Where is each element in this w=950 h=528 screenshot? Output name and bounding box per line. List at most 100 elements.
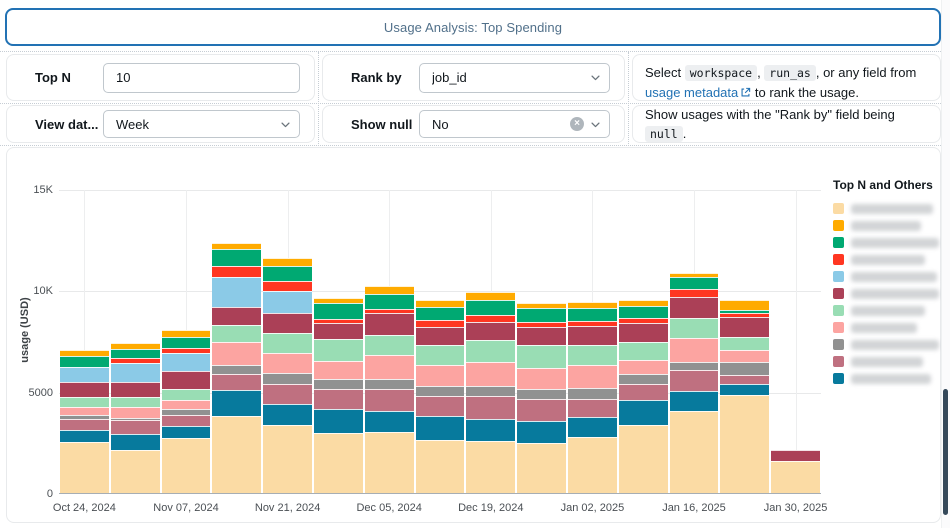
bar-segment[interactable]	[364, 286, 414, 295]
bar-segment[interactable]	[161, 371, 211, 389]
bar-segment[interactable]	[110, 363, 160, 382]
bar-segment[interactable]	[110, 349, 160, 359]
bar-segment[interactable]	[212, 277, 262, 307]
stacked-bar[interactable]	[415, 190, 466, 493]
stacked-bar[interactable]	[770, 190, 821, 493]
bar-segment[interactable]	[567, 345, 617, 366]
legend-item[interactable]	[833, 370, 939, 387]
bar-segment[interactable]	[466, 321, 516, 341]
bar-segment[interactable]	[60, 442, 109, 493]
bar-segment[interactable]	[212, 342, 262, 366]
bar-segment[interactable]	[567, 307, 617, 321]
stacked-bar[interactable]	[364, 190, 415, 493]
bar-segment[interactable]	[466, 340, 516, 363]
bar-segment[interactable]	[110, 396, 160, 407]
bar-segment[interactable]	[720, 394, 770, 493]
stacked-bar[interactable]	[59, 190, 110, 493]
bar-segment[interactable]	[263, 424, 312, 493]
clear-icon[interactable]: ×	[570, 117, 584, 131]
bar-segment[interactable]	[110, 343, 160, 350]
bar-segment[interactable]	[771, 450, 820, 461]
bar-segment[interactable]	[618, 383, 668, 400]
bar-segment[interactable]	[161, 353, 211, 372]
bar-segment[interactable]	[212, 365, 262, 375]
bar-segment[interactable]	[517, 421, 566, 444]
bar-segment[interactable]	[364, 432, 414, 493]
bar-segment[interactable]	[263, 333, 312, 353]
bar-segment[interactable]	[60, 366, 109, 382]
bar-segment[interactable]	[364, 294, 414, 309]
stacked-bar[interactable]	[110, 190, 161, 493]
bar-segment[interactable]	[618, 305, 668, 318]
stacked-bar[interactable]	[211, 190, 262, 493]
bar-segment[interactable]	[618, 322, 668, 343]
bar-segment[interactable]	[618, 360, 668, 375]
bar-segment[interactable]	[669, 318, 719, 339]
bar-segment[interactable]	[313, 361, 363, 379]
bar-segment[interactable]	[110, 358, 160, 364]
bar-segment[interactable]	[669, 391, 719, 412]
bar-segment[interactable]	[60, 355, 109, 367]
bar-segment[interactable]	[669, 276, 719, 289]
bar-segment[interactable]	[618, 342, 668, 361]
bar-segment[interactable]	[313, 408, 363, 434]
bar-segment[interactable]	[212, 416, 262, 493]
bar-segment[interactable]	[669, 272, 719, 277]
bar-segment[interactable]	[517, 398, 566, 422]
dashboard-title-card[interactable]: Usage Analysis: Top Spending	[5, 8, 941, 46]
bar-segment[interactable]	[415, 345, 465, 366]
bar-segment[interactable]	[110, 450, 160, 493]
stacked-bar[interactable]	[262, 190, 313, 493]
bar-segment[interactable]	[466, 299, 516, 315]
bar-segment[interactable]	[415, 326, 465, 346]
bar-segment[interactable]	[567, 320, 617, 326]
bar-segment[interactable]	[161, 348, 211, 354]
stacked-bar[interactable]	[161, 190, 212, 493]
bar-segment[interactable]	[60, 430, 109, 443]
bar-segment[interactable]	[313, 302, 363, 319]
usage-link[interactable]: usage	[645, 85, 681, 100]
bar-segment[interactable]	[110, 418, 160, 421]
rank-by-select[interactable]: job_id	[419, 62, 610, 93]
bar-segment[interactable]	[669, 361, 719, 370]
bar-segment[interactable]	[618, 399, 668, 426]
bar-segment[interactable]	[567, 301, 617, 308]
bar-segment[interactable]	[263, 352, 312, 373]
bar-segment[interactable]	[720, 312, 770, 317]
bar-segment[interactable]	[720, 350, 770, 363]
bar-segment[interactable]	[567, 437, 617, 493]
bar-segment[interactable]	[313, 339, 363, 362]
bar-segment[interactable]	[415, 395, 465, 416]
bar-segment[interactable]	[466, 362, 516, 386]
bar-segment[interactable]	[618, 299, 668, 306]
bar-segment[interactable]	[618, 317, 668, 323]
bar-segment[interactable]	[364, 410, 414, 433]
bar-segment[interactable]	[110, 420, 160, 435]
bar-segment[interactable]	[110, 434, 160, 451]
stacked-bar[interactable]	[516, 190, 567, 493]
bar-segment[interactable]	[313, 318, 363, 323]
bar-segment[interactable]	[263, 265, 312, 282]
bar-segment[interactable]	[212, 374, 262, 390]
bar-segment[interactable]	[60, 415, 109, 420]
bar-segment[interactable]	[212, 324, 262, 343]
bar-segment[interactable]	[720, 383, 770, 395]
bar-segment[interactable]	[466, 441, 516, 493]
bar-segment[interactable]	[161, 337, 211, 349]
legend-item[interactable]	[833, 234, 939, 251]
bar-segment[interactable]	[313, 388, 363, 409]
bar-segment[interactable]	[263, 403, 312, 425]
bar-segment[interactable]	[415, 299, 465, 307]
bar-segment[interactable]	[161, 329, 211, 337]
metadata-link[interactable]: metadata	[684, 85, 739, 100]
bar-segment[interactable]	[669, 288, 719, 297]
bar-segment[interactable]	[263, 257, 312, 266]
bar-segment[interactable]	[567, 325, 617, 346]
bar-segment[interactable]	[720, 299, 770, 310]
bar-segment[interactable]	[415, 416, 465, 441]
bar-segment[interactable]	[313, 378, 363, 389]
bar-segment[interactable]	[212, 389, 262, 416]
bar-segment[interactable]	[415, 440, 465, 493]
stacked-bar[interactable]	[567, 190, 618, 493]
bar-segment[interactable]	[720, 336, 770, 351]
